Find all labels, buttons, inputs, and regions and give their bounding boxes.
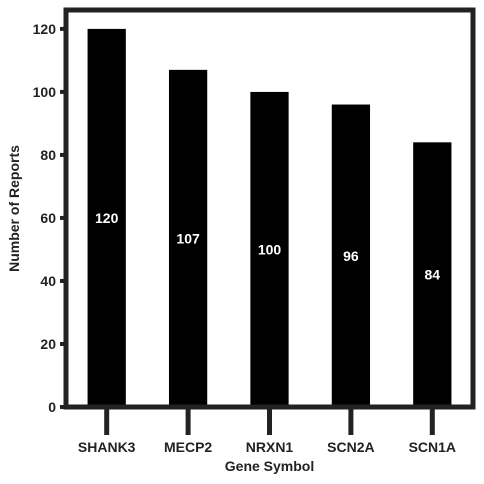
data-label-shank3: 120 [95,210,119,226]
y-tick-label-60: 60 [40,210,56,226]
x-tick-label-scn2a: SCN2A [327,439,374,455]
y-axis-label: Number of Reports [6,145,22,272]
bar-nrxn1 [250,91,289,408]
y-tick-label-100: 100 [33,84,57,100]
x-axis: SHANK3 MECP2 NRXN1 SCN2A SCN1A [78,407,456,455]
bars-group [87,28,452,408]
x-axis-label: Gene Symbol [225,458,314,474]
data-label-scn2a: 96 [343,248,359,264]
data-labels-group: 120 107 100 96 84 [95,210,440,283]
y-axis: 0 20 40 60 80 100 120 [33,21,66,415]
data-label-nrxn1: 100 [258,241,282,257]
x-tick-label-mecp2: MECP2 [164,439,212,455]
y-tick-label-120: 120 [33,21,57,37]
y-tick-label-80: 80 [40,147,56,163]
x-tick-label-nrxn1: NRXN1 [246,439,294,455]
y-tick-label-0: 0 [48,399,56,415]
data-label-mecp2: 107 [176,230,200,246]
bar-scn1a [413,142,452,408]
y-tick-label-40: 40 [40,273,56,289]
x-tick-label-scn1a: SCN1A [409,439,456,455]
data-label-scn1a: 84 [425,267,441,283]
y-tick-label-20: 20 [40,336,56,352]
bar-mecp2 [168,69,208,407]
bar-scn2a [331,104,371,408]
x-tick-label-shank3: SHANK3 [78,439,136,455]
bar-shank3 [87,28,126,408]
